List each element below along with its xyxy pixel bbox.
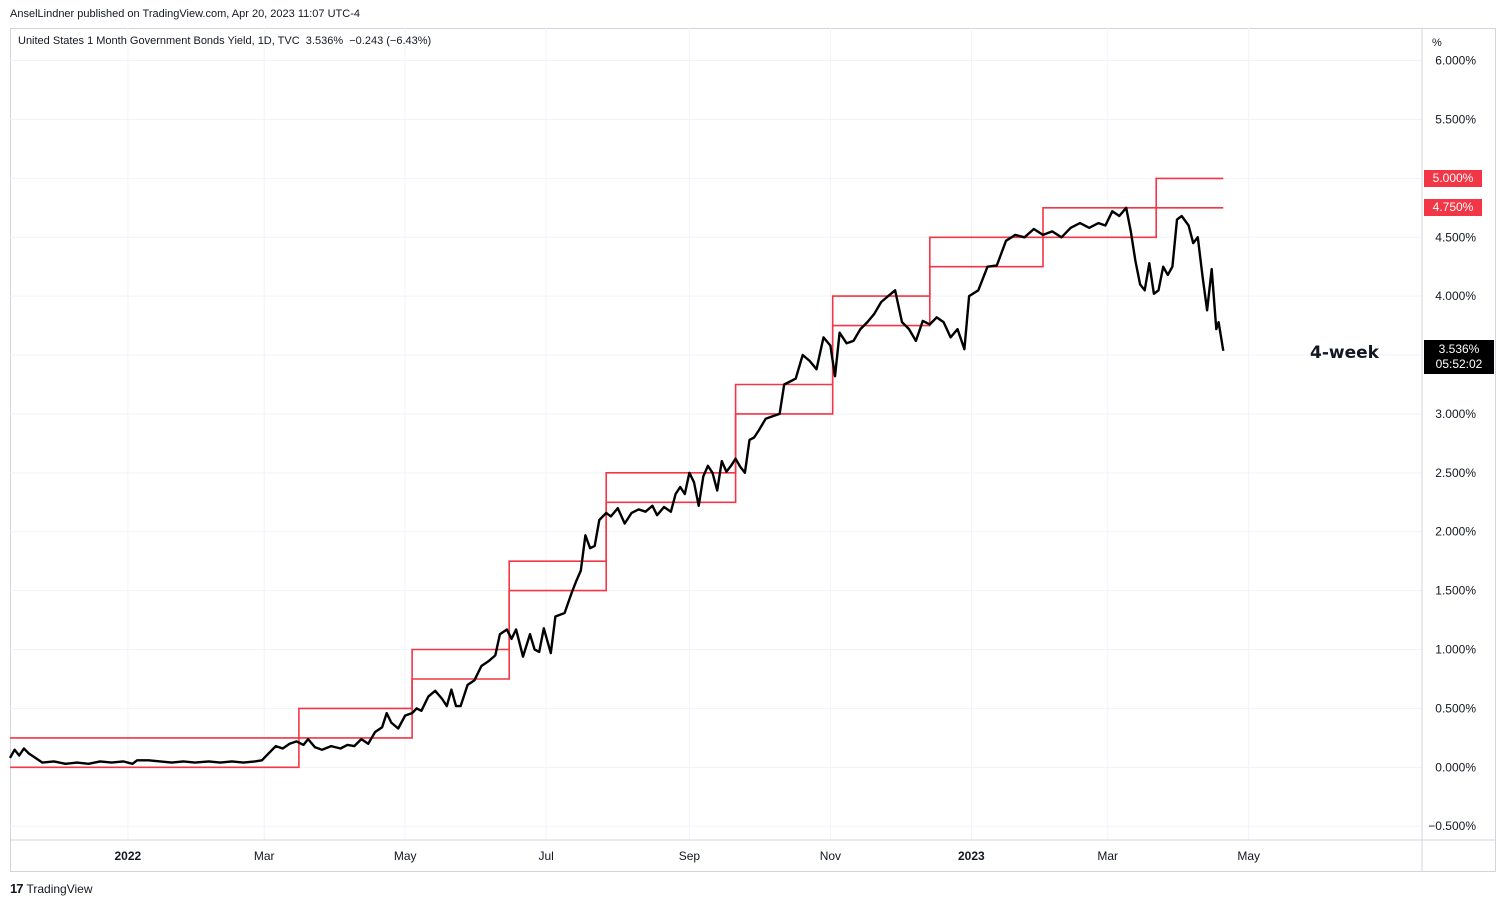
y-tick-label: 5.500% bbox=[1435, 112, 1476, 126]
footer-brand[interactable]: 17 TradingView bbox=[10, 881, 93, 896]
grid-layer bbox=[10, 28, 1422, 840]
y-tick-label: −0.500% bbox=[1428, 819, 1476, 833]
y-tick-label: 0.500% bbox=[1435, 701, 1476, 715]
y-tick-label: 4.500% bbox=[1435, 230, 1476, 244]
series-layer bbox=[8, 206, 1225, 765]
fed-lower-badge: 4.750% bbox=[1424, 199, 1482, 216]
x-tick-label: Nov bbox=[820, 849, 841, 863]
last-price-value: 3.536% bbox=[1438, 342, 1480, 356]
footer-brand-label: TradingView bbox=[26, 881, 93, 896]
chart-legend: United States 1 Month Government Bonds Y… bbox=[18, 35, 431, 47]
fed-upper-badge: 5.000% bbox=[1424, 170, 1482, 187]
last-price-badge: 3.536% 05:52:02 bbox=[1424, 340, 1494, 374]
y-tick-label: 2.000% bbox=[1435, 525, 1476, 539]
y-tick-label: 3.000% bbox=[1435, 407, 1476, 421]
y-tick-label: 6.000% bbox=[1435, 54, 1476, 68]
publisher-line: AnselLindner published on TradingView.co… bbox=[10, 8, 360, 20]
x-tick-label: Jul bbox=[538, 849, 553, 863]
legend-change: −0.243 (−6.43%) bbox=[349, 35, 432, 47]
tradingview-logo-icon: 17 bbox=[10, 881, 24, 896]
fed-band-upper-line bbox=[10, 177, 1224, 739]
x-tick-label: Mar bbox=[254, 849, 275, 863]
yield-series-line bbox=[8, 206, 1225, 765]
y-tick-label: 1.000% bbox=[1435, 643, 1476, 657]
x-tick-label: May bbox=[1237, 849, 1260, 863]
chart-frame bbox=[10, 28, 1496, 872]
x-tick-label: 2023 bbox=[958, 849, 985, 863]
x-tick-label: Mar bbox=[1097, 849, 1118, 863]
y-tick-label: 1.500% bbox=[1435, 584, 1476, 598]
x-tick-label: May bbox=[394, 849, 417, 863]
y-axis-unit: % bbox=[1432, 37, 1442, 49]
x-tick-label: 2022 bbox=[115, 849, 142, 863]
annotation-4-week: 4-week bbox=[1310, 343, 1379, 363]
y-tick-label: 0.000% bbox=[1435, 760, 1476, 774]
y-tick-label: 2.500% bbox=[1435, 466, 1476, 480]
legend-symbol: United States 1 Month Government Bonds Y… bbox=[18, 35, 300, 47]
fed-band-lower-line bbox=[10, 207, 1224, 769]
x-tick-label: Sep bbox=[679, 849, 701, 863]
legend-last-value: 3.536% bbox=[305, 35, 344, 47]
bar-countdown: 05:52:02 bbox=[1435, 357, 1483, 371]
y-tick-label: 4.000% bbox=[1435, 289, 1476, 303]
axis-layer: %6.000%5.500%5.000%4.500%4.000%3.500%3.0… bbox=[10, 28, 1496, 872]
